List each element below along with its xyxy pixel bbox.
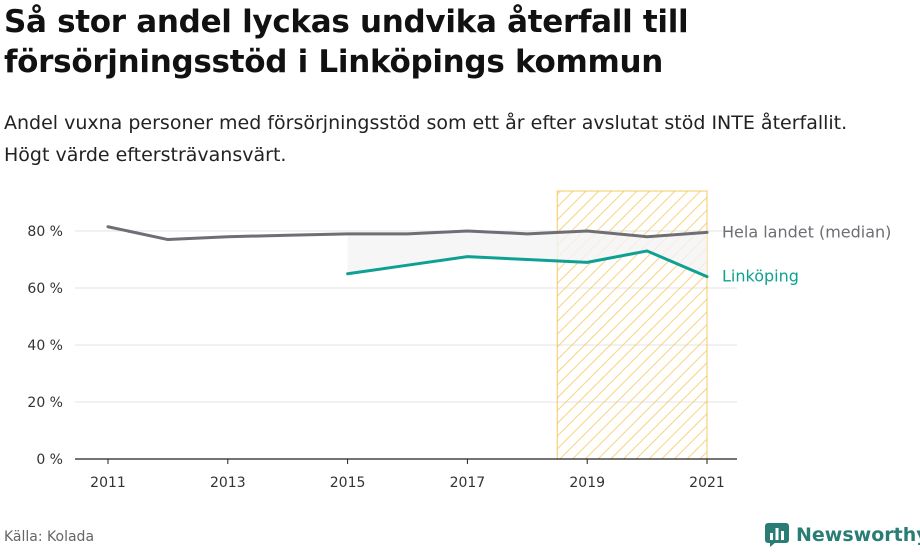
series-line-hela-landet bbox=[106, 225, 709, 242]
x-tick-label: 2015 bbox=[330, 475, 366, 491]
series-label: Linköping bbox=[722, 267, 799, 286]
newsworthy-logo: Newsworthy bbox=[764, 520, 920, 550]
x-tick-label: 2017 bbox=[450, 475, 486, 491]
x-tick-label: 2011 bbox=[90, 475, 126, 491]
y-tick-label: 20 % bbox=[27, 395, 63, 411]
x-tick-label: 2019 bbox=[569, 475, 605, 491]
chart-subtitle: Andel vuxna personer med försörjningsstö… bbox=[4, 112, 848, 166]
x-tick-label: 2021 bbox=[689, 475, 725, 491]
newsworthy-logo-icon bbox=[765, 523, 789, 547]
chart-title: Så stor andel lyckas undvika återfall ti… bbox=[4, 4, 689, 80]
y-tick-label: 80 % bbox=[27, 224, 63, 240]
x-tick-label: 2013 bbox=[210, 475, 246, 491]
brand-name: Newsworthy bbox=[796, 524, 920, 546]
source-credit: Källa: Kolada bbox=[4, 529, 95, 545]
gap-area bbox=[347, 231, 707, 277]
y-tick-label: 60 % bbox=[27, 281, 63, 297]
series-label: Hela landet (median) bbox=[722, 222, 891, 241]
series-line-linkoping bbox=[346, 249, 709, 279]
y-tick-label: 40 % bbox=[27, 338, 63, 354]
y-tick-label: 0 % bbox=[36, 452, 63, 468]
